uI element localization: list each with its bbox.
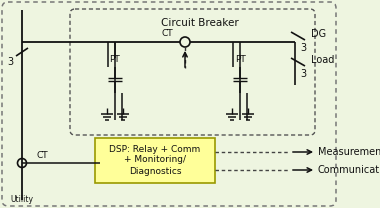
FancyBboxPatch shape	[95, 138, 215, 183]
Text: Load: Load	[311, 55, 334, 65]
Text: Diagnostics: Diagnostics	[129, 166, 181, 176]
Text: CT: CT	[161, 28, 173, 37]
Text: CT: CT	[36, 151, 48, 160]
Text: Measurement: Measurement	[318, 147, 380, 157]
Text: DG: DG	[311, 29, 326, 39]
Text: Circuit Breaker: Circuit Breaker	[161, 18, 239, 28]
Text: 3: 3	[300, 43, 306, 53]
Text: + Monitoring/: + Monitoring/	[124, 156, 186, 165]
Text: Communication: Communication	[318, 165, 380, 175]
Text: DSP: Relay + Comm: DSP: Relay + Comm	[109, 145, 201, 154]
Text: 3: 3	[300, 69, 306, 79]
Text: PT: PT	[234, 56, 245, 64]
Text: PT: PT	[109, 56, 120, 64]
Text: 3: 3	[7, 57, 13, 67]
Text: Utility: Utility	[11, 196, 33, 204]
